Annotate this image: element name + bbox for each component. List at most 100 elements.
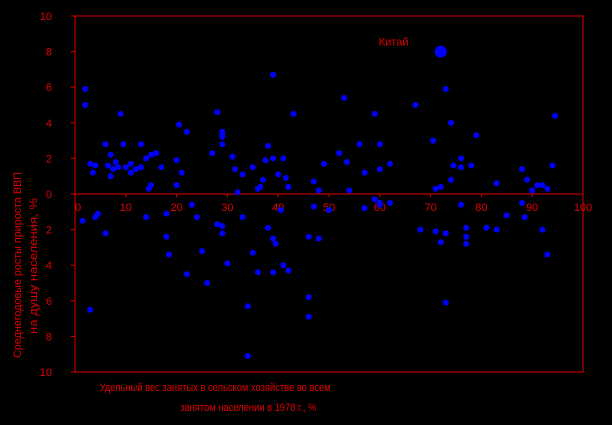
data-point	[442, 230, 449, 237]
annotated-point-china	[434, 45, 447, 58]
data-point	[102, 230, 109, 237]
data-point	[183, 271, 190, 278]
x-tick-labels: 0102030405060708090100	[74, 194, 592, 214]
data-point	[463, 233, 470, 240]
x-tick-label: 80	[475, 202, 487, 214]
data-point	[244, 353, 251, 359]
data-point	[371, 196, 378, 203]
data-point	[120, 141, 127, 148]
data-point	[102, 141, 109, 148]
data-point	[166, 251, 172, 258]
data-point	[458, 201, 465, 208]
data-point	[442, 299, 449, 306]
data-point	[107, 173, 114, 180]
data-point	[437, 183, 444, 190]
y-axis-title-line-1: Среднегодовые росты прироста ВВП	[12, 172, 24, 358]
y-tick-label: 6	[46, 82, 52, 94]
data-point	[549, 162, 556, 169]
data-point	[356, 141, 363, 148]
data-point	[458, 155, 465, 162]
data-point	[305, 313, 312, 320]
data-point	[277, 207, 284, 213]
y-tick-label: 0	[46, 189, 52, 201]
data-point	[265, 142, 271, 149]
data-point	[519, 166, 525, 173]
y-tick-label: 6	[46, 296, 52, 308]
data-point	[430, 137, 437, 144]
data-point	[188, 201, 195, 208]
x-tick-label: 90	[526, 202, 538, 214]
data-point	[115, 164, 122, 171]
data-point	[463, 224, 470, 231]
data-point	[341, 94, 348, 101]
data-point	[262, 157, 269, 164]
data-point	[343, 159, 350, 165]
data-point	[110, 166, 117, 173]
data-point	[544, 251, 551, 258]
data-point	[412, 102, 419, 108]
data-point	[503, 212, 510, 219]
data-point	[468, 162, 475, 169]
data-point	[148, 182, 155, 189]
data-point	[272, 240, 279, 247]
data-points	[79, 71, 559, 359]
data-point	[112, 159, 119, 165]
data-point	[544, 185, 551, 192]
data-point	[326, 207, 332, 213]
data-point	[117, 110, 124, 117]
annotation-group: Китай	[379, 37, 447, 58]
data-point	[539, 182, 546, 189]
x-tick-label: 20	[170, 202, 182, 214]
data-point	[447, 119, 454, 126]
data-point	[437, 239, 444, 246]
data-point	[280, 155, 287, 162]
data-point	[244, 303, 251, 310]
data-point	[346, 187, 353, 194]
data-point	[204, 280, 211, 286]
data-point	[173, 157, 180, 164]
data-point	[529, 187, 536, 194]
data-point	[285, 183, 292, 190]
data-point	[280, 262, 287, 269]
x-tick-label: 10	[120, 202, 132, 214]
data-point	[234, 189, 241, 196]
data-point	[87, 306, 94, 313]
y-tick-label: 10	[40, 367, 52, 379]
data-point	[305, 294, 312, 301]
data-point	[183, 128, 190, 135]
y-tick-label: 8	[46, 331, 52, 343]
annotation-label-china: Китай	[379, 37, 409, 49]
data-point	[178, 169, 185, 176]
y-tick-label: 8	[46, 47, 52, 59]
data-point	[376, 141, 383, 148]
data-point	[143, 155, 150, 162]
data-point	[219, 141, 226, 148]
data-point	[249, 249, 256, 256]
data-point	[493, 180, 500, 187]
data-point	[336, 150, 343, 157]
data-point	[148, 151, 155, 158]
x-tick-label: 30	[221, 202, 233, 214]
y-tick-label: 2	[46, 153, 52, 165]
data-point	[158, 164, 165, 171]
data-point	[320, 160, 327, 167]
data-point	[417, 226, 424, 233]
data-point	[432, 185, 439, 192]
data-point	[270, 269, 277, 276]
data-point	[199, 248, 205, 254]
data-point	[153, 150, 160, 157]
data-point	[143, 214, 150, 221]
data-point	[275, 171, 282, 178]
data-point	[82, 102, 89, 108]
data-point	[219, 134, 226, 140]
data-point	[89, 169, 96, 176]
data-point	[173, 182, 180, 189]
y-tick-label: 2	[46, 225, 52, 237]
data-point	[432, 228, 439, 235]
data-point	[310, 178, 317, 185]
data-point	[105, 162, 111, 169]
data-point	[138, 164, 144, 171]
data-point	[193, 214, 200, 221]
data-point	[163, 210, 170, 217]
